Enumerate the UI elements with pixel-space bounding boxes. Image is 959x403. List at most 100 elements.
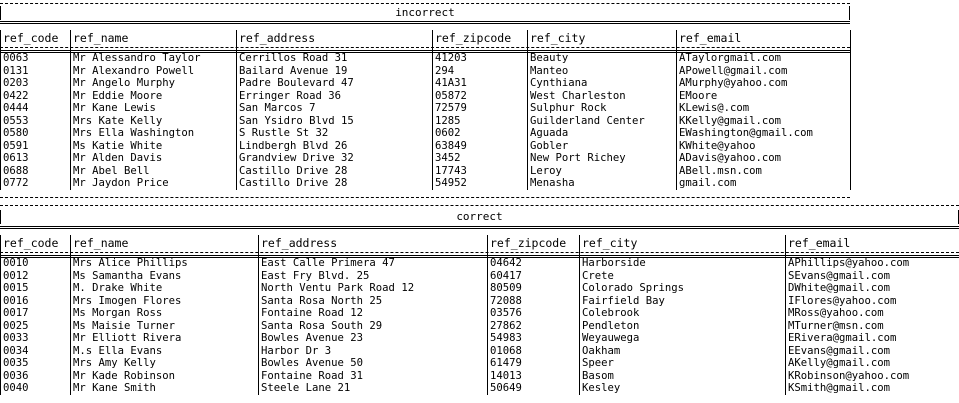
table-cell: 0591 — [0, 139, 71, 152]
table-cell: Mrs Imogen Flores — [70, 294, 259, 307]
table-cell: 0203 — [0, 77, 71, 90]
table-cell: East Calle Primera 47 — [258, 257, 488, 270]
table-cell: Beauty — [527, 52, 677, 65]
table-cell: EMoore — [676, 89, 851, 102]
table-cell: Ms Katie White — [70, 139, 237, 152]
table-cell: Colebrook — [579, 307, 786, 320]
column-header: ref_code — [0, 235, 71, 251]
table-cell: Cynthiana — [527, 77, 677, 90]
table-cell: San Marcos 7 — [236, 102, 433, 115]
table-cell: Aguada — [527, 127, 677, 140]
table-cell: Harbor Dr 3 — [258, 344, 488, 357]
table-cell: 0580 — [0, 127, 71, 140]
column-header: ref_name — [70, 30, 237, 46]
table-cell: 61479 — [487, 357, 580, 370]
column-header: ref_email — [676, 30, 851, 46]
table-cell: APhillips@yahoo.com — [785, 257, 959, 270]
table-cell: KSmith@gmail.com — [785, 382, 959, 395]
table-cell: Basom — [579, 369, 786, 382]
table-row: 0036 Mr Kade Robinson Fontaine Road 31 1401… — [0, 369, 959, 382]
table-cell: Ms Samantha Evans — [70, 269, 259, 282]
table-cell: 41A31 — [432, 77, 528, 90]
table-row: 0034 M.s Ella Evans Harbor Dr 3 01068 Oakham… — [0, 344, 959, 357]
header-rule-double — [0, 255, 959, 256]
table-cell: Guilderland Center — [527, 114, 677, 127]
spacer-cell — [487, 251, 580, 257]
table-cell: 0131 — [0, 64, 71, 77]
column-header: ref_zipcode — [432, 30, 528, 46]
table-cell: EEvans@gmail.com — [785, 344, 959, 357]
table-cell: Mr Alessandro Taylor — [70, 52, 237, 65]
table-cell: 0034 — [0, 344, 71, 357]
table-row: 0035 Mrs Amy Kelly Bowles Avenue 50 61479 Sp… — [0, 357, 959, 370]
table-cell: Oakham — [579, 344, 786, 357]
table-cell: 0553 — [0, 114, 71, 127]
table-row: 0444 Mr Kane Lewis San Marcos 7 72579 Sulphu… — [0, 102, 851, 115]
top-rule — [0, 3, 850, 4]
table-cell: EWashington@gmail.com — [676, 127, 851, 140]
table-cell: 14013 — [487, 369, 580, 382]
spacer-cell — [236, 46, 433, 52]
table-cell: Castillo Drive 28 — [236, 164, 433, 177]
spacer-row — [0, 251, 959, 257]
table-cell: KLewis@.com — [676, 102, 851, 115]
table-cell: 05872 — [432, 89, 528, 102]
table-cell: Cerrillos Road 31 — [236, 52, 433, 65]
incorrect-title: incorrect — [0, 6, 850, 20]
column-header: ref_city — [527, 30, 677, 46]
table-cell: Fairfield Bay — [579, 294, 786, 307]
spacer-cell — [0, 251, 71, 257]
spacer-cell — [432, 46, 528, 52]
table-cell: 0010 — [0, 257, 71, 270]
table-cell: 01068 — [487, 344, 580, 357]
table-cell: AMurphy@yahoo.com — [676, 77, 851, 90]
correct-section: correct ref_code ref_name ref_address re… — [0, 202, 959, 403]
table-cell: San Ysidro Blvd 15 — [236, 114, 433, 127]
correct-title: correct — [0, 210, 959, 224]
table-cell: Bowles Avenue 23 — [258, 332, 488, 345]
table-cell: Mr Eddie Moore — [70, 89, 237, 102]
table-cell: 0017 — [0, 307, 71, 320]
table-cell: Pendleton — [579, 319, 786, 332]
table-cell: M. Drake White — [70, 282, 259, 295]
table-cell: 0602 — [432, 127, 528, 140]
table-cell: 0012 — [0, 269, 71, 282]
column-header: ref_address — [258, 235, 488, 251]
table-cell: 50649 — [487, 382, 580, 395]
table-row: 0591 Ms Katie White Lindbergh Blvd 26 63849… — [0, 139, 851, 152]
table-row: 0015 M. Drake White North Ventu Park Road … — [0, 282, 959, 295]
table-cell: gmail.com — [676, 177, 851, 190]
table-cell: Padre Boulevard 47 — [236, 77, 433, 90]
table-cell: Colorado Springs — [579, 282, 786, 295]
table-cell: East Fry Blvd. 25 — [258, 269, 488, 282]
table-cell: 0444 — [0, 102, 71, 115]
table-row: 0016 Mrs Imogen Flores Santa Rosa North 25… — [0, 294, 959, 307]
table-row: 0010 Mrs Alice Phillips East Calle Primera… — [0, 257, 959, 270]
table-cell: M.s Ella Evans — [70, 344, 259, 357]
table-row: 0017 Ms Morgan Ross Fontaine Road 12 03576 C… — [0, 307, 959, 320]
table-cell: Harborside — [579, 257, 786, 270]
table-cell: S Rustle St 32 — [236, 127, 433, 140]
table-cell: MTurner@msn.com — [785, 319, 959, 332]
table-row: 0580 Mrs Ella Washington S Rustle St 32 060… — [0, 127, 851, 140]
table-cell: 0036 — [0, 369, 71, 382]
table-cell: Mrs Kate Kelly — [70, 114, 237, 127]
spacer-cell — [527, 46, 677, 52]
table-cell: Sulphur Rock — [527, 102, 677, 115]
correct-header-row: ref_code ref_name ref_address ref_zipcod… — [0, 235, 959, 251]
table-row: 0131 Mr Alexandro Powell Bailard Avenue 19… — [0, 64, 851, 77]
table-cell: APowell@gmail.com — [676, 64, 851, 77]
table-cell: 03576 — [487, 307, 580, 320]
table-cell: Grandview Drive 32 — [236, 152, 433, 165]
table-cell: KRobinson@yahoo.com — [785, 369, 959, 382]
table-cell: Mrs Alice Phillips — [70, 257, 259, 270]
column-header: ref_city — [579, 235, 786, 251]
table-row: 0025 Ms Maisie Turner Santa Rosa South 29 2… — [0, 319, 959, 332]
table-cell: 0772 — [0, 177, 71, 190]
column-header: ref_name — [70, 235, 259, 251]
table-cell: Kesley — [579, 382, 786, 395]
table-cell: Santa Rosa South 29 — [258, 319, 488, 332]
table-row: 0012 Ms Samantha Evans East Fry Blvd. 25 60… — [0, 269, 959, 282]
table-row: 0063 Mr Alessandro Taylor Cerrillos Road 3… — [0, 52, 851, 65]
table-cell: Menasha — [527, 177, 677, 190]
